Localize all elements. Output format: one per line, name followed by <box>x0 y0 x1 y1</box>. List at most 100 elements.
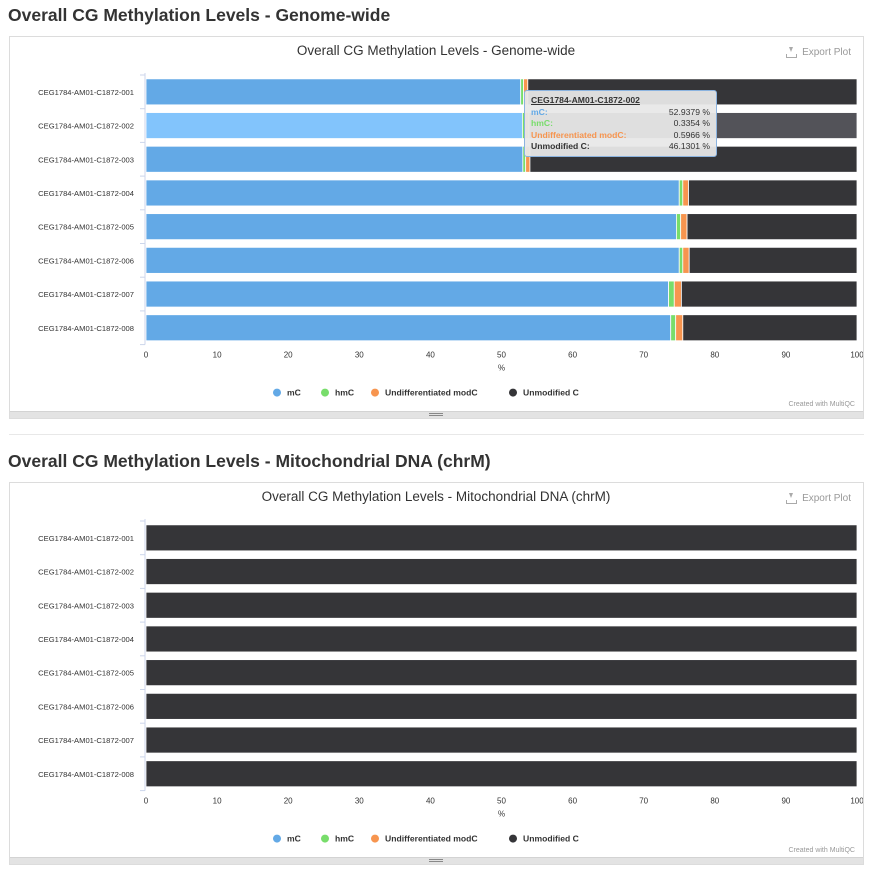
export-plot-button[interactable]: Export Plot <box>786 47 851 58</box>
section-divider <box>9 434 864 435</box>
bar-segment[interactable] <box>145 78 522 106</box>
bar-segment[interactable] <box>145 524 858 552</box>
legend-item[interactable]: mC <box>273 388 301 398</box>
export-plot-label: Export Plot <box>802 47 851 58</box>
bar-segment[interactable] <box>680 280 858 308</box>
download-icon <box>786 493 798 504</box>
x-tick-label: 0 <box>144 351 149 360</box>
legend-marker <box>273 834 281 843</box>
multiqc-credit: Created with MultiQC <box>788 847 855 854</box>
y-tick-label: CEG1784-AM01-C1872-001 <box>38 534 134 543</box>
x-tick-label: 10 <box>213 351 222 360</box>
y-tick-label: CEG1784-AM01-C1872-002 <box>38 568 134 577</box>
tooltip-label-mc: mC: <box>531 106 548 117</box>
bar-segment[interactable] <box>686 213 858 241</box>
y-tick-label: CEG1784-AM01-C1872-006 <box>38 702 134 711</box>
x-tick-label: 60 <box>568 797 577 806</box>
bar-segment[interactable] <box>145 213 677 241</box>
bar-segment[interactable] <box>145 625 858 653</box>
tooltip-sample: CEG1784-AM01-C1872-002 <box>531 95 640 105</box>
legend-marker <box>321 834 329 843</box>
y-tick-label: CEG1784-AM01-C1872-008 <box>38 324 134 333</box>
bar-segment[interactable] <box>145 314 672 342</box>
x-tick-label: 70 <box>639 797 648 806</box>
x-tick-label: 30 <box>355 351 364 360</box>
bar-segment[interactable] <box>688 246 858 274</box>
bar-segment[interactable] <box>145 591 858 619</box>
y-tick-label: CEG1784-AM01-C1872-006 <box>38 256 134 265</box>
legend-label: mC <box>287 834 301 844</box>
x-tick-label: 80 <box>710 797 719 806</box>
bar-segment[interactable] <box>678 179 684 207</box>
bar-segment[interactable] <box>145 558 858 585</box>
bar-segment[interactable] <box>678 246 684 274</box>
bar-segment[interactable] <box>145 726 858 754</box>
genome-wide-chart: Overall CG Methylation Levels - Genome-w… <box>38 43 863 398</box>
x-tick-label: 0 <box>144 797 149 806</box>
plot-resize-handle[interactable] <box>10 857 863 864</box>
legend-label: hmC <box>335 834 354 844</box>
x-tick-label: 90 <box>781 797 790 806</box>
x-tick-label: 20 <box>284 351 293 360</box>
bar-segment[interactable] <box>670 314 677 342</box>
genome-wide-chart-panel: Overall CG Methylation Levels - Genome-w… <box>9 36 864 419</box>
y-tick-label: CEG1784-AM01-C1872-003 <box>38 601 134 610</box>
y-tick-label: CEG1784-AM01-C1872-008 <box>38 770 134 779</box>
bar-segment[interactable] <box>145 659 858 687</box>
tooltip-row-unmod: Unmodified C: 46.1301 % <box>531 141 710 153</box>
legend-item[interactable]: Unmodified C <box>509 388 579 398</box>
x-tick-label: 50 <box>497 797 506 806</box>
legend-item[interactable]: hmC <box>321 388 354 398</box>
bar-segment[interactable] <box>668 280 675 308</box>
bar-segment[interactable] <box>673 280 682 308</box>
x-tick-label: 100 <box>850 797 863 806</box>
plot-resize-handle[interactable] <box>10 411 863 418</box>
legend-marker <box>321 388 329 397</box>
bar-segment[interactable] <box>145 246 680 274</box>
x-tick-label: 40 <box>426 797 435 806</box>
tooltip-label-modc: Undifferentiated modC: <box>531 129 627 140</box>
bar-segment[interactable] <box>145 179 680 207</box>
tooltip-value-modc: 0.5966 % <box>673 129 710 140</box>
legend-marker <box>371 834 379 843</box>
legend-item[interactable]: Undifferentiated modC <box>371 834 478 844</box>
y-tick-label: CEG1784-AM01-C1872-004 <box>38 635 134 644</box>
bar-segment[interactable] <box>688 179 858 207</box>
legend-item[interactable]: Undifferentiated modC <box>371 388 478 398</box>
download-icon <box>786 47 798 58</box>
bar-segment[interactable] <box>145 145 524 173</box>
bar-segment[interactable] <box>682 314 858 342</box>
legend-item[interactable]: Unmodified C <box>509 834 579 844</box>
legend-label: Undifferentiated modC <box>385 834 478 844</box>
x-tick-label: 30 <box>355 797 364 806</box>
chrm-chart-panel: Overall CG Methylation Levels - Mitochon… <box>9 482 864 865</box>
chart-title: Overall CG Methylation Levels - Mitochon… <box>262 489 611 504</box>
legend-label: hmC <box>335 388 354 398</box>
x-tick-label: 50 <box>497 351 506 360</box>
bar-segment[interactable] <box>145 692 858 720</box>
bar-segment[interactable] <box>675 314 684 342</box>
x-tick-label: 10 <box>213 797 222 806</box>
bar-segment[interactable] <box>682 179 689 207</box>
chrm-chart: Overall CG Methylation Levels - Mitochon… <box>38 489 863 844</box>
multiqc-credit: Created with MultiQC <box>788 401 855 408</box>
export-plot-button[interactable]: Export Plot <box>786 493 851 504</box>
legend-item[interactable]: hmC <box>321 834 354 844</box>
resize-grip-icon <box>429 413 443 416</box>
x-tick-label: 40 <box>426 351 435 360</box>
tooltip-value-unmod: 46.1301 % <box>668 141 710 151</box>
bar-segment[interactable] <box>145 112 523 139</box>
bar-segment[interactable] <box>680 213 688 241</box>
x-tick-label: 90 <box>781 351 790 360</box>
tooltip-label-hmc: hmC: <box>531 118 553 128</box>
legend-item[interactable]: mC <box>273 834 301 844</box>
bar-segment[interactable] <box>145 760 858 788</box>
y-tick-label: CEG1784-AM01-C1872-003 <box>38 155 134 164</box>
bar-segment[interactable] <box>145 280 669 308</box>
bar-segment[interactable] <box>682 246 690 274</box>
chart-tooltip: CEG1784-AM01-C1872-002 mC: 52.9379 % hmC… <box>524 90 717 157</box>
tooltip-row-modc: Undifferentiated modC: 0.5966 % <box>531 130 710 142</box>
x-tick-label: 60 <box>568 351 577 360</box>
bar-segment[interactable] <box>676 213 682 241</box>
resize-grip-icon <box>429 859 443 862</box>
